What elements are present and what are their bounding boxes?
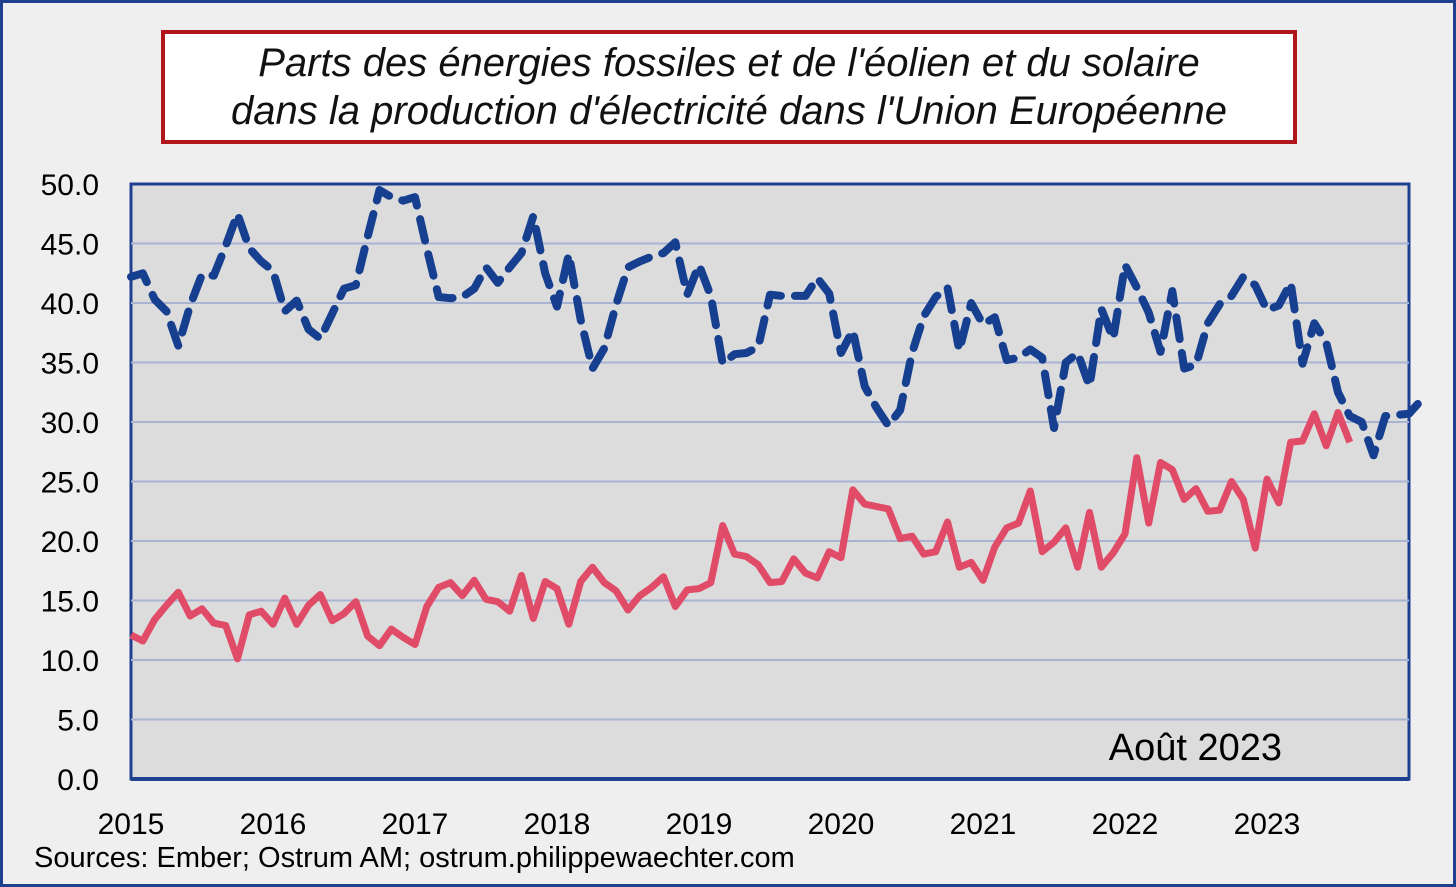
chart-title: Parts des énergies fossiles et de l'éoli… xyxy=(161,30,1297,144)
y-tick-label: 30.0 xyxy=(41,407,99,440)
y-tick-label: 25.0 xyxy=(41,467,99,500)
y-tick-label: 35.0 xyxy=(41,348,99,381)
y-tick-label: 45.0 xyxy=(41,229,99,262)
chart-title-line-1: Parts des énergies fossiles et de l'éoli… xyxy=(258,41,1200,85)
x-tick-label: 2018 xyxy=(524,808,591,841)
chart-title-line-2: dans la production d'électricité dans l'… xyxy=(231,89,1227,133)
series-line-solid xyxy=(129,409,1354,663)
y-tick-label: 40.0 xyxy=(41,288,99,321)
x-tick-label: 2016 xyxy=(240,808,307,841)
gridlines xyxy=(131,242,1409,721)
x-tick-label: 2021 xyxy=(950,808,1017,841)
y-axis-tick-labels: 0.0 5.0 10.0 15.0 20.0 25.0 30.0 35.0 40.0 45.0 50… xyxy=(41,169,99,797)
y-tick-label: 10.0 xyxy=(41,645,99,678)
chart-annotation: Août 2023 xyxy=(1109,727,1282,769)
y-tick-label: 15.0 xyxy=(41,586,99,619)
y-tick-label: 0.0 xyxy=(57,764,99,797)
x-tick-label: 2022 xyxy=(1092,808,1159,841)
x-tick-label: 2020 xyxy=(808,808,875,841)
x-tick-label: 2019 xyxy=(666,808,733,841)
y-tick-label: 50.0 xyxy=(41,169,99,202)
x-tick-label: 2015 xyxy=(98,808,165,841)
source-note: Sources: Ember; Ostrum AM; ostrum.philip… xyxy=(34,842,795,874)
series-line-dashed xyxy=(127,186,1425,460)
x-tick-label: 2023 xyxy=(1234,808,1301,841)
y-tick-label: 20.0 xyxy=(41,526,99,559)
x-tick-label: 2017 xyxy=(382,808,449,841)
x-axis-tick-labels: 2015 2016 2017 2018 2019 2020 2021 2022 2023 xyxy=(98,808,1301,841)
y-tick-label: 5.0 xyxy=(57,705,99,738)
series-lines xyxy=(127,186,1425,663)
